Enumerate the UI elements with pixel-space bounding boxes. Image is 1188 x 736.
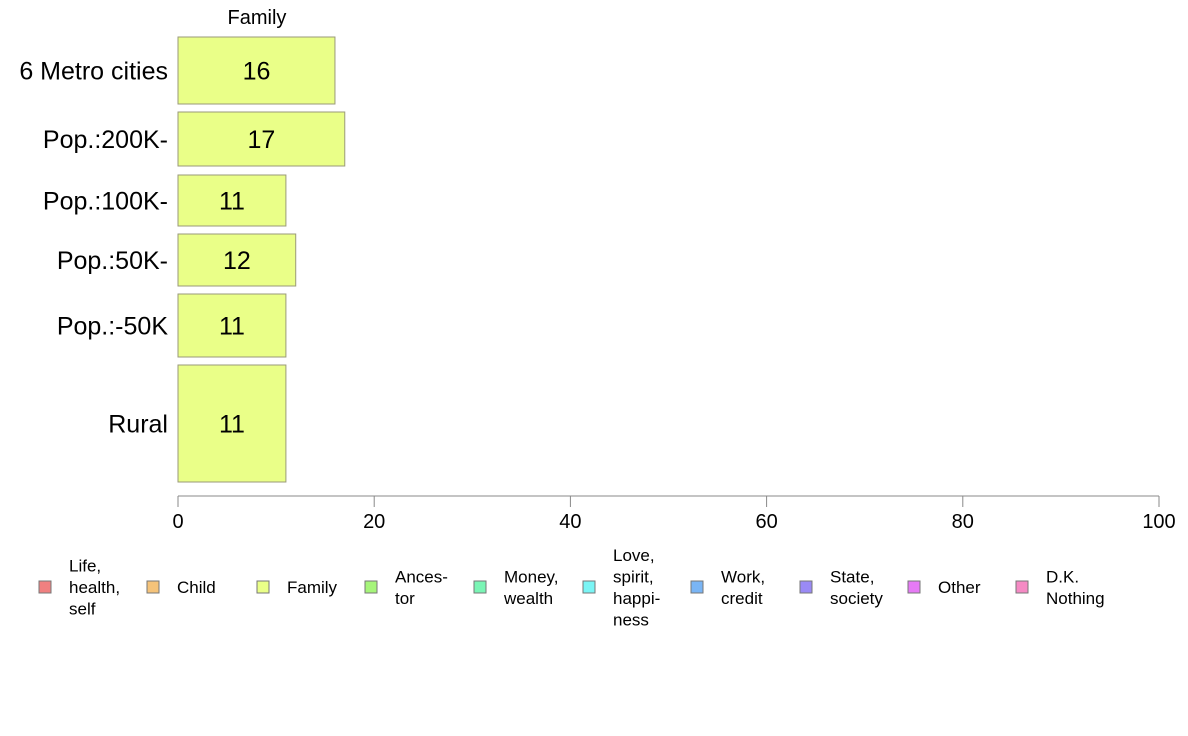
category-label: Pop.:-50K [57,313,169,341]
bar [177,364,287,483]
legend-label: State, society [830,567,883,608]
legend-swatch [473,580,487,594]
bar [177,111,346,167]
legend-label: Life, health, self [69,557,120,619]
legend: Life, health, self Child Family Ances-tor Mone… [38,546,1105,630]
data-label: 16 [243,58,271,86]
legend-label: D.K. Nothing [1046,567,1105,608]
legend-swatch [690,580,704,594]
legend-swatch [799,580,813,594]
legend-label: Money, wealth [503,567,559,608]
bar [177,174,287,227]
legend-swatch [146,580,160,594]
x-tick-label: 100 [1142,511,1175,533]
legend-label: Other [938,578,981,597]
legend-label: Ances-tor [395,567,448,608]
data-label: 11 [219,313,245,341]
bars-group: 16 17 11 12 11 11 [177,36,346,483]
data-label: 11 [219,411,245,439]
legend-swatch [256,580,270,594]
category-label: Rural [108,411,168,439]
legend-label: Love, spirit, happi-ness [613,546,660,630]
data-label: 12 [223,247,251,275]
legend-swatch [364,580,378,594]
x-tick-label: 80 [952,511,974,533]
bar [177,233,297,287]
category-label: 6 Metro cities [19,58,168,86]
category-label: Pop.:100K- [43,188,168,216]
x-tick-label: 40 [559,511,581,533]
x-tick-label: 20 [363,511,385,533]
x-axis: 0 20 40 60 80 100 [172,495,1176,533]
category-labels: 6 Metro cities Pop.:200K- Pop.:100K- Pop.:5… [19,58,168,439]
bar [177,293,287,358]
category-label: Pop.:50K- [57,247,168,275]
series-header: Family [228,7,287,29]
x-tick-label: 0 [172,511,183,533]
legend-swatch [907,580,921,594]
legend-label: Child [177,578,216,597]
category-label: Pop.:200K- [43,126,168,154]
legend-swatch [1015,580,1029,594]
data-label: 17 [247,126,275,154]
legend-swatch [38,580,52,594]
data-label: 11 [219,188,245,216]
legend-swatch [582,580,596,594]
legend-label: Family [287,578,338,597]
legend-label: Work, credit [721,567,765,608]
bar [177,36,336,105]
x-tick-label: 60 [755,511,777,533]
